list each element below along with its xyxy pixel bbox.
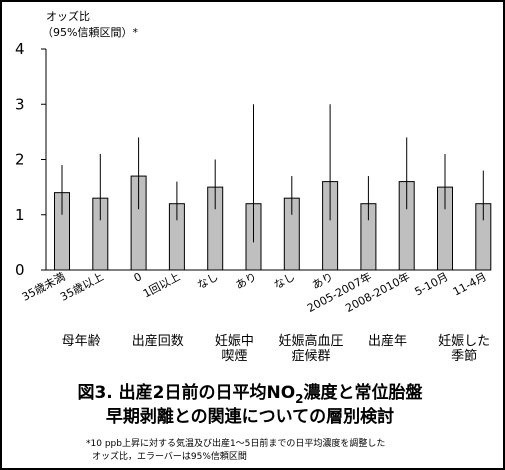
x-tick-label: 35歳未満 [20, 270, 68, 304]
error-bars [61, 104, 484, 243]
x-tick-label: なし [195, 270, 221, 292]
group-label: 出産年 [368, 333, 407, 349]
y-axis-label-ci: （95%信頼区間）* [42, 26, 138, 39]
bars [54, 175, 492, 271]
footnote-line2: オッズ比，エラーバーは95%信頼区間 [92, 450, 247, 462]
x-tick-label: 5-10月 [413, 270, 451, 298]
y-tick-label: 3 [15, 95, 25, 113]
footnote-line1: *10 ppb上昇に対する気温及び出産1〜5日前までの日平均濃度を調整した [86, 437, 385, 449]
x-tick-label: 0 [132, 270, 144, 285]
group-label: 母年齢 [62, 334, 101, 349]
group-label: 妊娠高血圧 [278, 333, 343, 349]
group-label: 妊娠中 [215, 334, 254, 349]
figure-title-line1: 図3. 出産2日前の日平均NO2濃度と常位胎盤 [77, 382, 423, 406]
y-axis-label: オッズ比 [46, 9, 90, 23]
x-tick-label: 11-4月 [451, 270, 489, 298]
y-tick-label: 1 [15, 206, 25, 224]
x-tick-label: 1回以上 [141, 270, 182, 300]
x-tick-label: なし [272, 270, 298, 292]
group-label-line2: 季節 [451, 349, 477, 364]
group-label: 出産回数 [132, 333, 184, 349]
group-label-line2: 症候群 [291, 349, 330, 364]
figure-title-line2: 早期剥離との関連についての層別検討 [106, 406, 394, 427]
y-tick-label: 0 [15, 261, 25, 279]
y-tick-label: 4 [15, 40, 25, 58]
y-ticks: 0 1 2 3 4 [15, 40, 46, 279]
group-label: 妊娠した [438, 334, 490, 349]
x-tick-label: あり [233, 270, 259, 292]
x-tick-label: 35歳以上 [58, 270, 106, 304]
group-label-line2: 喫煙 [221, 349, 247, 364]
y-tick-label: 2 [15, 151, 25, 169]
